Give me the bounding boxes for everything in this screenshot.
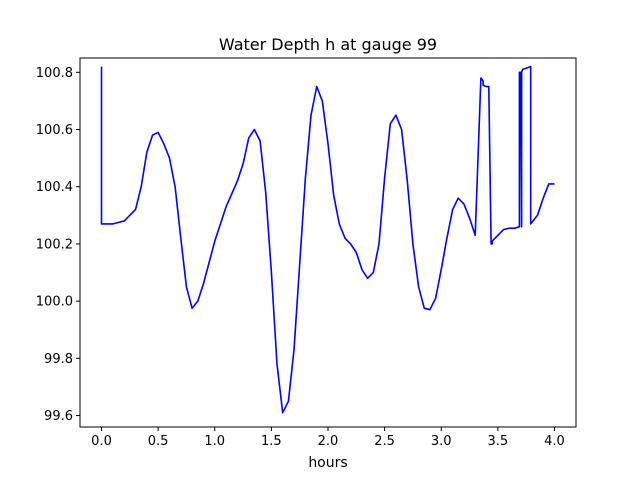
x-tick-label: 1.0: [204, 434, 225, 449]
series-line-0: [100, 65, 555, 414]
x-tick-label: 4.0: [544, 434, 565, 449]
x-tick-label: 2.5: [374, 434, 395, 449]
x-tick-label: 1.5: [261, 434, 282, 449]
chart-title: Water Depth h at gauge 99: [219, 35, 437, 54]
y-tick-label: 100.8: [36, 66, 73, 81]
x-axis-label: hours: [308, 455, 347, 471]
x-tick-label: 2.0: [318, 434, 339, 449]
axes-frame: [79, 57, 577, 428]
x-axis-ticks: 0.0 0.5 1.0 1.5 2.0 2.5 3.0 3.5 4.0: [91, 427, 565, 449]
y-tick-label: 99.8: [44, 352, 73, 367]
y-tick-label: 99.6: [44, 409, 73, 424]
plot-area: [100, 65, 555, 414]
y-tick-label: 100.0: [36, 295, 73, 310]
x-tick-label: 0.5: [148, 434, 169, 449]
y-tick-label: 100.6: [36, 123, 73, 138]
x-tick-label: 3.5: [488, 434, 509, 449]
y-axis-ticks: 99.6 99.8 100.0 100.2 100.4 100.6 100.8: [36, 66, 80, 424]
x-tick-label: 0.0: [91, 434, 112, 449]
y-tick-label: 100.4: [36, 180, 73, 195]
y-tick-label: 100.2: [36, 237, 73, 252]
x-tick-label: 3.0: [431, 434, 452, 449]
